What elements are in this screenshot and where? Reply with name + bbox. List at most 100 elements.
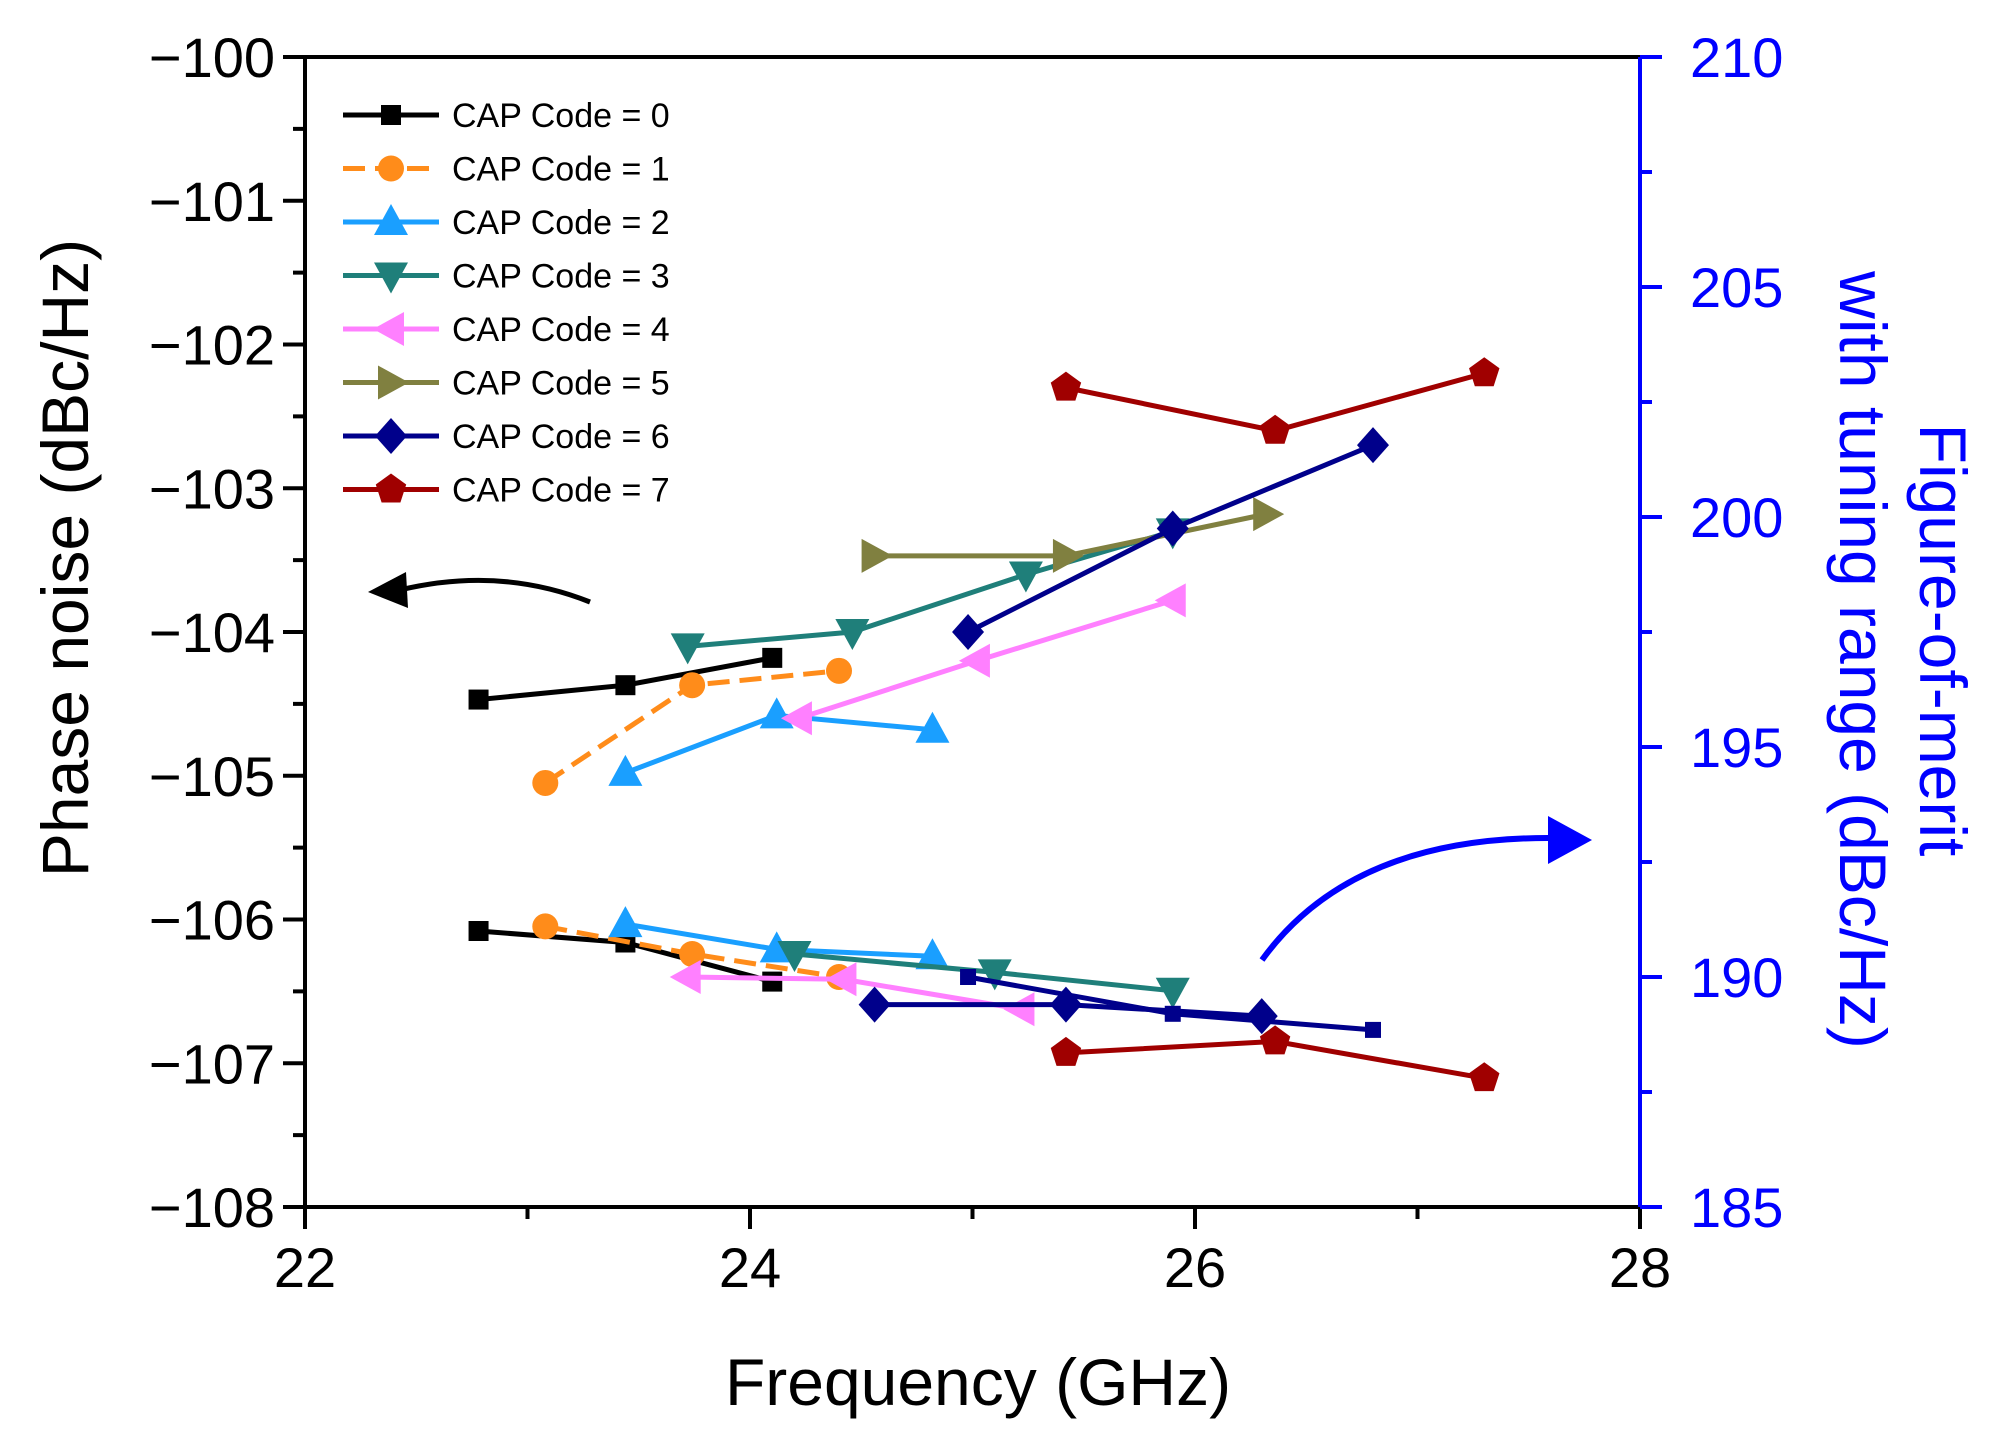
cap-code-3-fom-point <box>977 959 1012 991</box>
cap-code-4-fom-point <box>825 962 857 997</box>
cap-code-0-phase-noise <box>468 647 783 710</box>
cap-code-5-phase-noise-point <box>861 538 893 573</box>
cap-code-6-fom <box>858 986 1278 1035</box>
right-axis-arrow-head <box>1548 816 1592 864</box>
y-tick-label: −102 <box>149 314 275 377</box>
cap-code-1-phase-noise <box>532 657 852 796</box>
legend: CAP Code = 0 CAP Code = 1 CAP Code = 2 CAP … <box>343 97 670 510</box>
cap-code-2-fom-point <box>915 938 950 970</box>
y2-tick-label: 185 <box>1690 1176 1783 1239</box>
cap-code-4-fom-point <box>669 960 701 994</box>
legend-item: CAP Code = 4 <box>343 311 670 349</box>
x-tick-label: 24 <box>719 1236 781 1299</box>
cap-code-4-fom-point <box>1003 992 1035 1027</box>
cap-code-0-phase-noise-point <box>762 647 783 668</box>
x-tick-label: 28 <box>1609 1236 1671 1299</box>
legend-label: CAP Code = 1 <box>452 151 670 189</box>
cap-code-3-fom-point <box>1155 977 1190 1009</box>
y-tick-label: −103 <box>149 457 275 520</box>
right-axis-arrow-curve <box>1259 835 1549 962</box>
left-axis-arrow-curve <box>399 577 591 605</box>
legend-item: CAP Code = 1 <box>343 151 670 189</box>
cap-code-7-phase-noise-point <box>1469 357 1500 387</box>
cap-code-2-phase-noise-point <box>608 754 643 786</box>
cap-code-6-fom-point <box>1245 998 1278 1035</box>
legend-swatch-marker <box>375 473 407 503</box>
cap-code-2-fom-point <box>608 906 643 938</box>
legend-item: CAP Code = 5 <box>343 365 670 403</box>
y-tick-label: −100 <box>149 26 275 89</box>
cap-code-5-phase-noise-point <box>1253 497 1285 532</box>
x-axis-title: Frequency (GHz) <box>725 1345 1231 1419</box>
legend-label: CAP Code = 7 <box>452 472 670 510</box>
y-tick-label: −105 <box>149 745 275 808</box>
legend-label: CAP Code = 6 <box>452 418 670 456</box>
cap-code-4-phase-noise <box>780 583 1186 736</box>
cap-code-7-phase-noise-point <box>1050 371 1082 401</box>
y2-tick-label: 200 <box>1690 486 1783 549</box>
left-axis-arrow-head <box>368 572 408 608</box>
legend-swatch-marker <box>374 204 408 235</box>
y-tick-label: −101 <box>149 170 275 233</box>
cap-code-0-fom-point <box>468 921 489 941</box>
cap-code-5-phase-noise-point <box>1052 538 1084 573</box>
cap-code-7-fom-point <box>1050 1036 1082 1066</box>
legend-item: CAP Code = 7 <box>343 472 670 510</box>
cap-code-4-phase-noise-point <box>1154 583 1186 618</box>
cap-code-6-fom-point <box>858 986 891 1023</box>
legend-label: CAP Code = 4 <box>452 311 670 349</box>
legend-label: CAP Code = 2 <box>452 204 670 242</box>
cap-code-0-phase-noise-point <box>468 689 489 710</box>
cap-code-3-fom-point <box>777 941 812 972</box>
extra-0-fom-point <box>960 969 977 985</box>
series-layer <box>468 357 1500 1092</box>
cap-code-1-phase-noise-point <box>532 769 559 796</box>
legend-item: CAP Code = 2 <box>343 204 670 242</box>
legend-swatch-marker <box>381 105 401 125</box>
cap-code-7-phase-noise <box>1050 357 1500 444</box>
legend-label: CAP Code = 0 <box>452 97 670 135</box>
extra-0-fom-point <box>1164 1005 1181 1022</box>
y2-axis-title-line1: Figure-of-merit <box>1906 424 1980 857</box>
cap-code-0-fom-point <box>762 971 783 992</box>
legend-swatch-marker <box>374 262 408 294</box>
cap-code-6-phase-noise-point <box>1357 427 1389 464</box>
y-tick-label: −107 <box>149 1032 275 1095</box>
x-tick-label: 22 <box>274 1236 336 1299</box>
y2-axis-title-line2: with tuning range (dBc/Hz) <box>1826 270 1900 1049</box>
legend-label: CAP Code = 3 <box>452 258 670 296</box>
y2-tick-label: 190 <box>1690 946 1783 1009</box>
legend-swatch-marker <box>378 155 404 182</box>
extra-0-fom-point <box>1365 1021 1381 1038</box>
annotation-layer <box>368 572 1592 962</box>
legend-swatch-marker <box>378 365 409 400</box>
cap-code-7-phase-noise-point <box>1259 414 1291 444</box>
y-tick-label: −104 <box>149 601 275 664</box>
cap-code-3-phase-noise-line <box>687 528 1174 649</box>
y-tick-label: −108 <box>149 1176 275 1239</box>
cap-code-6-phase-noise <box>952 427 1389 650</box>
legend-swatch-marker <box>375 418 407 454</box>
legend-item: CAP Code = 6 <box>343 418 670 456</box>
legend-swatch-marker <box>373 312 404 346</box>
y-tick-label: −106 <box>149 889 275 952</box>
cap-code-7-fom-point <box>1469 1062 1500 1092</box>
cap-code-1-phase-noise-point <box>826 657 852 684</box>
extra-0-fom <box>960 969 1381 1038</box>
cap-code-3-phase-noise-point <box>670 633 705 665</box>
y2-tick-label: 210 <box>1690 26 1783 89</box>
cap-code-7-fom <box>1050 1025 1500 1092</box>
cap-code-4-fom <box>669 960 1035 1027</box>
cap-code-2-phase-noise-point <box>915 711 950 743</box>
y2-tick-label: 205 <box>1690 256 1783 319</box>
x-tick-label: 26 <box>1164 1236 1226 1299</box>
tick-labels: 22 24 26 28 −100 −101 −102 −103 −104 −105 −106 −107… <box>149 26 1784 1299</box>
cap-code-3-fom <box>777 941 1190 1009</box>
cap-code-4-phase-noise-point <box>780 701 812 736</box>
cap-code-5-phase-noise <box>861 497 1285 573</box>
cap-code-2-phase-noise <box>608 697 950 786</box>
cap-code-6-phase-noise-point <box>952 614 985 650</box>
cap-code-2-phase-noise-point <box>759 697 794 729</box>
cap-code-3-phase-noise-point <box>835 619 870 650</box>
